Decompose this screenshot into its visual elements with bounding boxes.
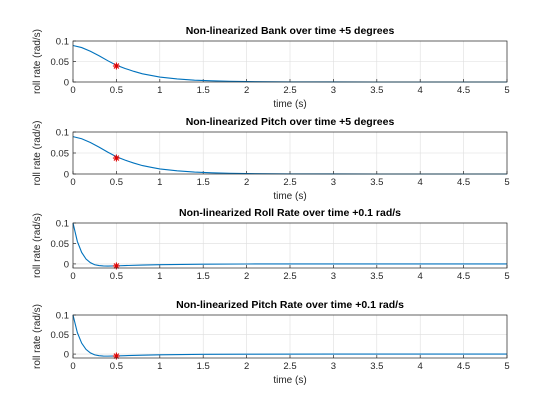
y-axis-label: roll rate (rad/s) (32, 213, 43, 278)
x-tick-label: 4 (418, 361, 423, 372)
chart-title: Non-linearized Roll Rate over time +0.1 … (179, 207, 401, 219)
y-tick-label: 0.05 (51, 330, 70, 341)
x-tick-label: 2 (244, 177, 249, 188)
x-tick-label: 3 (331, 177, 336, 188)
axes-box (72, 131, 508, 175)
x-tick-label: 1.5 (197, 85, 210, 96)
x-axis-label: time (s) (273, 191, 306, 202)
x-tick-label: 2.5 (283, 271, 296, 282)
x-tick-label: 0.5 (110, 271, 123, 282)
x-tick-label: 0 (70, 271, 75, 282)
x-tick-label: 4 (418, 85, 423, 96)
y-tick-label: 0.1 (56, 37, 69, 48)
x-tick-label: 4.5 (457, 177, 470, 188)
x-tick-label: 2.5 (283, 85, 296, 96)
y-tick-label: 0 (64, 78, 69, 89)
subplot-4: 0 0.5 1 1.5 2 2.5 3 3.5 4 4.5 5 0 0.05 0.1 Non-lineari… (32, 299, 510, 386)
y-axis-label: roll rate (rad/s) (32, 304, 43, 369)
x-tick-label: 2 (244, 361, 249, 372)
x-tick-label: 1 (157, 361, 162, 372)
marker-point (112, 154, 120, 162)
x-tick-label: 3.5 (370, 361, 383, 372)
y-tick-label: 0.1 (56, 128, 69, 139)
x-tick-label: 3.5 (370, 271, 383, 282)
x-tick-label: 0 (70, 177, 75, 188)
x-tick-label: 5 (504, 177, 509, 188)
x-axis-label: time (s) (273, 99, 306, 110)
x-tick-label: 1 (157, 271, 162, 282)
x-tick-label: 2.5 (283, 361, 296, 372)
x-tick-label: 1.5 (197, 177, 210, 188)
axes-box (72, 314, 508, 359)
x-tick-label: 3.5 (370, 85, 383, 96)
axes-box (72, 40, 508, 83)
chart-title: Non-linearized Pitch over time +5 degree… (186, 116, 395, 128)
x-tick-label: 1.5 (197, 271, 210, 282)
x-tick-label: 3.5 (370, 177, 383, 188)
subplot-2: 0 0.5 1 1.5 2 2.5 3 3.5 4 4.5 5 0 0.05 0.1 Non-lineari… (32, 116, 510, 202)
y-tick-label: 0.05 (51, 149, 70, 160)
x-tick-label: 0.5 (110, 361, 123, 372)
x-tick-label: 3 (331, 85, 336, 96)
y-tick-label: 0 (64, 259, 69, 270)
x-tick-label: 2 (244, 271, 249, 282)
x-tick-label: 2.5 (283, 177, 296, 188)
x-tick-label: 4 (418, 177, 423, 188)
x-tick-label: 1 (157, 177, 162, 188)
y-axis-label: roll rate (rad/s) (32, 120, 43, 185)
x-tick-label: 4.5 (457, 361, 470, 372)
y-axis-label: roll rate (rad/s) (32, 29, 43, 94)
y-tick-label: 0.1 (56, 219, 69, 230)
x-tick-label: 5 (504, 271, 509, 282)
x-tick-label: 5 (504, 85, 509, 96)
marker-point (112, 262, 120, 270)
x-tick-label: 0.5 (110, 85, 123, 96)
x-tick-label: 2 (244, 85, 249, 96)
x-tick-label: 4.5 (457, 85, 470, 96)
x-tick-label: 1 (157, 85, 162, 96)
y-tick-label: 0 (64, 170, 69, 181)
y-tick-label: 0.05 (51, 239, 70, 250)
subplot-1: 0 0.5 1 1.5 2 2.5 3 3.5 4 4.5 5 0 0.05 0.1 Non-lineari… (32, 25, 510, 110)
x-axis-label: time (s) (273, 375, 306, 386)
x-tick-label: 1.5 (197, 361, 210, 372)
x-tick-label: 0.5 (110, 177, 123, 188)
y-tick-label: 0.05 (51, 57, 70, 68)
y-tick-label: 0 (64, 350, 69, 361)
x-tick-label: 0 (70, 85, 75, 96)
x-tick-label: 4 (418, 271, 423, 282)
x-tick-label: 4.5 (457, 271, 470, 282)
chart-title: Non-linearized Pitch Rate over time +0.1… (176, 299, 404, 311)
series-line (72, 314, 507, 357)
y-tick-label: 0.1 (56, 311, 69, 322)
x-tick-label: 0 (70, 361, 75, 372)
marker-point (112, 62, 120, 70)
subplot-3: 0 0.5 1 1.5 2 2.5 3 3.5 4 4.5 5 0 0.05 0.1 Non-lineari… (32, 207, 510, 282)
series-line (72, 222, 507, 267)
x-tick-label: 5 (504, 361, 509, 372)
axes-box (72, 222, 508, 269)
chart-title: Non-linearized Bank over time +5 degrees (186, 25, 395, 37)
x-tick-label: 3 (331, 361, 336, 372)
x-tick-label: 3 (331, 271, 336, 282)
